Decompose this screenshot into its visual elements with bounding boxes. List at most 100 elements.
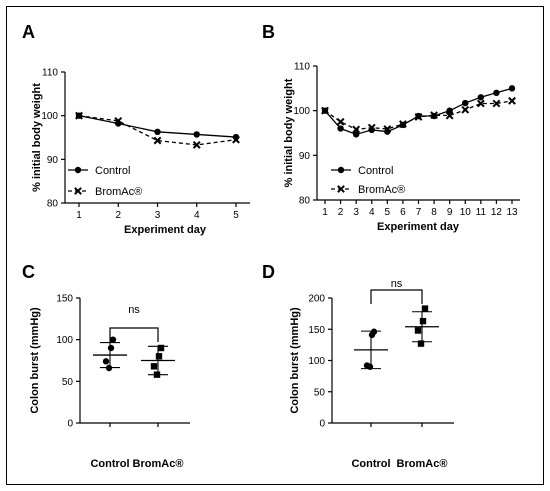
y-axis-title: % initial body weight: [283, 78, 295, 187]
x-tick-label: 12: [491, 207, 503, 218]
x-tick-label: 4: [369, 207, 375, 218]
y-tick-label: 110: [294, 62, 310, 73]
x-tick-label: 2: [338, 207, 344, 218]
panel-letter-c: C: [22, 262, 35, 282]
group-1-point: [419, 317, 427, 325]
y-tick-label: 80: [299, 196, 311, 207]
y-tick-label: 0: [319, 419, 325, 430]
legend-marker-0: [74, 166, 82, 174]
legend-label-0: Control: [358, 165, 393, 177]
series-0-point: [75, 112, 83, 119]
group-1-point: [157, 344, 165, 352]
series-0-point: [477, 94, 485, 101]
y-tick-label: 50: [314, 387, 326, 398]
series-0-point: [384, 128, 391, 135]
series-1-point: [461, 105, 470, 114]
group-0-point: [109, 336, 117, 343]
series-0-point: [368, 126, 375, 134]
y-tick-label: 90: [299, 151, 311, 162]
category-label: BromAc®: [133, 458, 184, 470]
group-1-point: [150, 363, 158, 370]
series-line-1: [78, 115, 237, 146]
chart-panel-c: 0 50 100 150 Colon burst (mmHg) Control BromAc…: [29, 294, 190, 470]
series-0-point: [415, 112, 422, 120]
legend-label-1: BromAc®: [95, 186, 142, 198]
y-tick-label: 100: [293, 106, 310, 117]
significance-bracket: [109, 327, 159, 342]
legend-label-1: BromAc®: [358, 184, 405, 196]
group-1-point: [414, 327, 422, 334]
x-axis-title: Experiment day: [377, 221, 460, 233]
group-1-point: [155, 353, 163, 360]
series-1-point: [476, 99, 485, 108]
significance-bracket: [370, 289, 423, 304]
x-axis-title: Experiment day: [124, 224, 207, 236]
x-tick-label: 13: [506, 207, 518, 218]
category-label: BromAc®: [397, 458, 448, 470]
legend-label-0: Control: [95, 165, 130, 177]
category-label: Control: [90, 458, 129, 470]
series-1-point: [492, 99, 501, 108]
group-1-point: [421, 305, 429, 312]
x-tick-label: 3: [353, 207, 359, 218]
series-0-point: [321, 107, 329, 114]
series-1-point: [508, 96, 516, 105]
group-1-point: [417, 340, 425, 347]
series-0-point: [337, 125, 344, 132]
series-0-point: [446, 107, 453, 114]
y-tick-label: 0: [67, 419, 73, 430]
x-tick-label: 7: [416, 207, 422, 218]
y-tick-label: 50: [62, 377, 74, 388]
x-tick-label: 5: [385, 207, 391, 218]
y-tick-label: 90: [47, 155, 59, 166]
x-tick-label: 5: [233, 210, 239, 221]
series-0-point: [232, 133, 240, 141]
series-1-point: [336, 117, 345, 126]
significance-label: ns: [391, 278, 403, 290]
series-0-point: [493, 89, 500, 97]
y-axis-title: Colon burst (mmHg): [289, 307, 301, 414]
x-tick-label: 10: [460, 207, 472, 218]
chart-panel-d: 0 50 100 150 200 Colon burst (mmHg) Control Bro…: [289, 278, 454, 470]
legend-marker-0: [337, 166, 345, 174]
series-1-point: [352, 125, 361, 134]
panel-letter-a: A: [22, 22, 35, 42]
legend-marker-1: [74, 187, 82, 195]
series-0-point: [430, 112, 438, 120]
x-tick-label: 1: [322, 207, 328, 218]
figure-border: [6, 6, 544, 485]
y-tick-label: 100: [41, 111, 58, 122]
significance-label: ns: [128, 304, 140, 316]
group-0-point: [102, 358, 110, 365]
y-tick-label: 150: [56, 294, 73, 305]
x-tick-label: 6: [400, 207, 406, 218]
y-axis-title: % initial body weight: [31, 83, 43, 192]
x-tick-label: 9: [447, 207, 453, 218]
x-tick-label: 8: [431, 207, 437, 218]
panel-letter-d: D: [262, 262, 275, 282]
x-tick-label: 2: [115, 210, 121, 221]
series-1-point: [192, 141, 201, 149]
group-0-point: [107, 344, 115, 352]
y-axis-title: Colon burst (mmHg): [29, 307, 41, 414]
panel-letter-b: B: [262, 22, 275, 42]
y-tick-label: 200: [308, 294, 325, 305]
y-tick-label: 100: [308, 356, 325, 367]
series-0-point: [352, 131, 360, 138]
x-tick-label: 1: [76, 210, 82, 221]
x-tick-label: 11: [476, 207, 487, 218]
group-0-point: [368, 331, 376, 339]
y-tick-label: 80: [47, 199, 59, 210]
series-0-point: [399, 121, 407, 129]
x-tick-label: 3: [155, 210, 161, 221]
category-label: Control: [351, 458, 390, 470]
series-1-point: [153, 136, 162, 145]
legend-marker-1: [337, 185, 345, 193]
series-1-point: [445, 111, 454, 120]
series-0-point: [115, 120, 122, 127]
series-0-point: [193, 131, 200, 138]
y-tick-label: 110: [42, 68, 58, 79]
x-tick-label: 4: [194, 210, 200, 221]
